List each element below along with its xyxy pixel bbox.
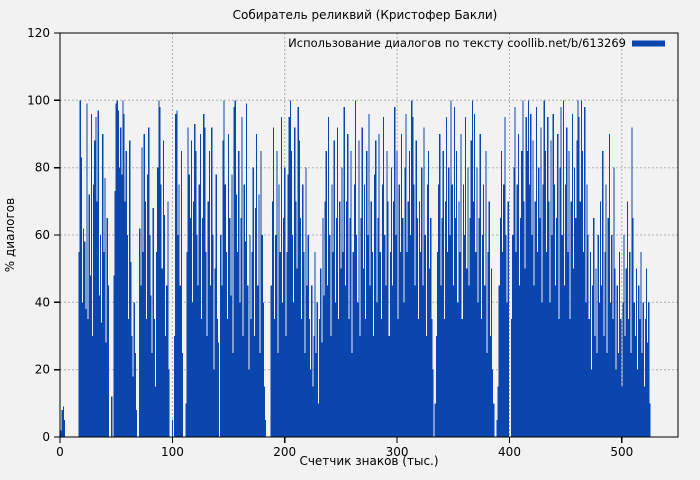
- y-tick-label: 20: [35, 363, 50, 377]
- x-tick-label: 100: [161, 445, 184, 459]
- bars-layer: [60, 100, 651, 437]
- legend-swatch: [632, 40, 665, 47]
- plot-frame: [59, 32, 679, 438]
- x-tick-label: 500: [610, 445, 633, 459]
- legend-label: Использование диалогов по тексту coollib…: [288, 36, 626, 50]
- y-tick-label: 120: [27, 26, 50, 40]
- impulse-series: [60, 100, 651, 437]
- tick-labels-layer: 0 20 40 60 80 100 120 0 100 200 300 400 500: [27, 26, 633, 459]
- y-axis-label: % диалогов: [3, 198, 17, 272]
- ticks-layer: [54, 32, 623, 443]
- chart-title: Собиратель реликвий (Кристофер Бакли): [233, 8, 498, 22]
- y-tick-label: 0: [42, 430, 50, 444]
- y-tick-label: 100: [27, 93, 50, 107]
- y-tick-label: 40: [35, 295, 50, 309]
- x-tick-label: 400: [498, 445, 521, 459]
- y-tick-label: 80: [35, 161, 50, 175]
- y-tick-label: 60: [35, 228, 50, 242]
- x-tick-label: 0: [56, 445, 64, 459]
- x-axis-label: Счетчик знаков (тыс.): [299, 454, 438, 468]
- x-tick-label: 200: [273, 445, 296, 459]
- x-tick-label: 300: [386, 445, 409, 459]
